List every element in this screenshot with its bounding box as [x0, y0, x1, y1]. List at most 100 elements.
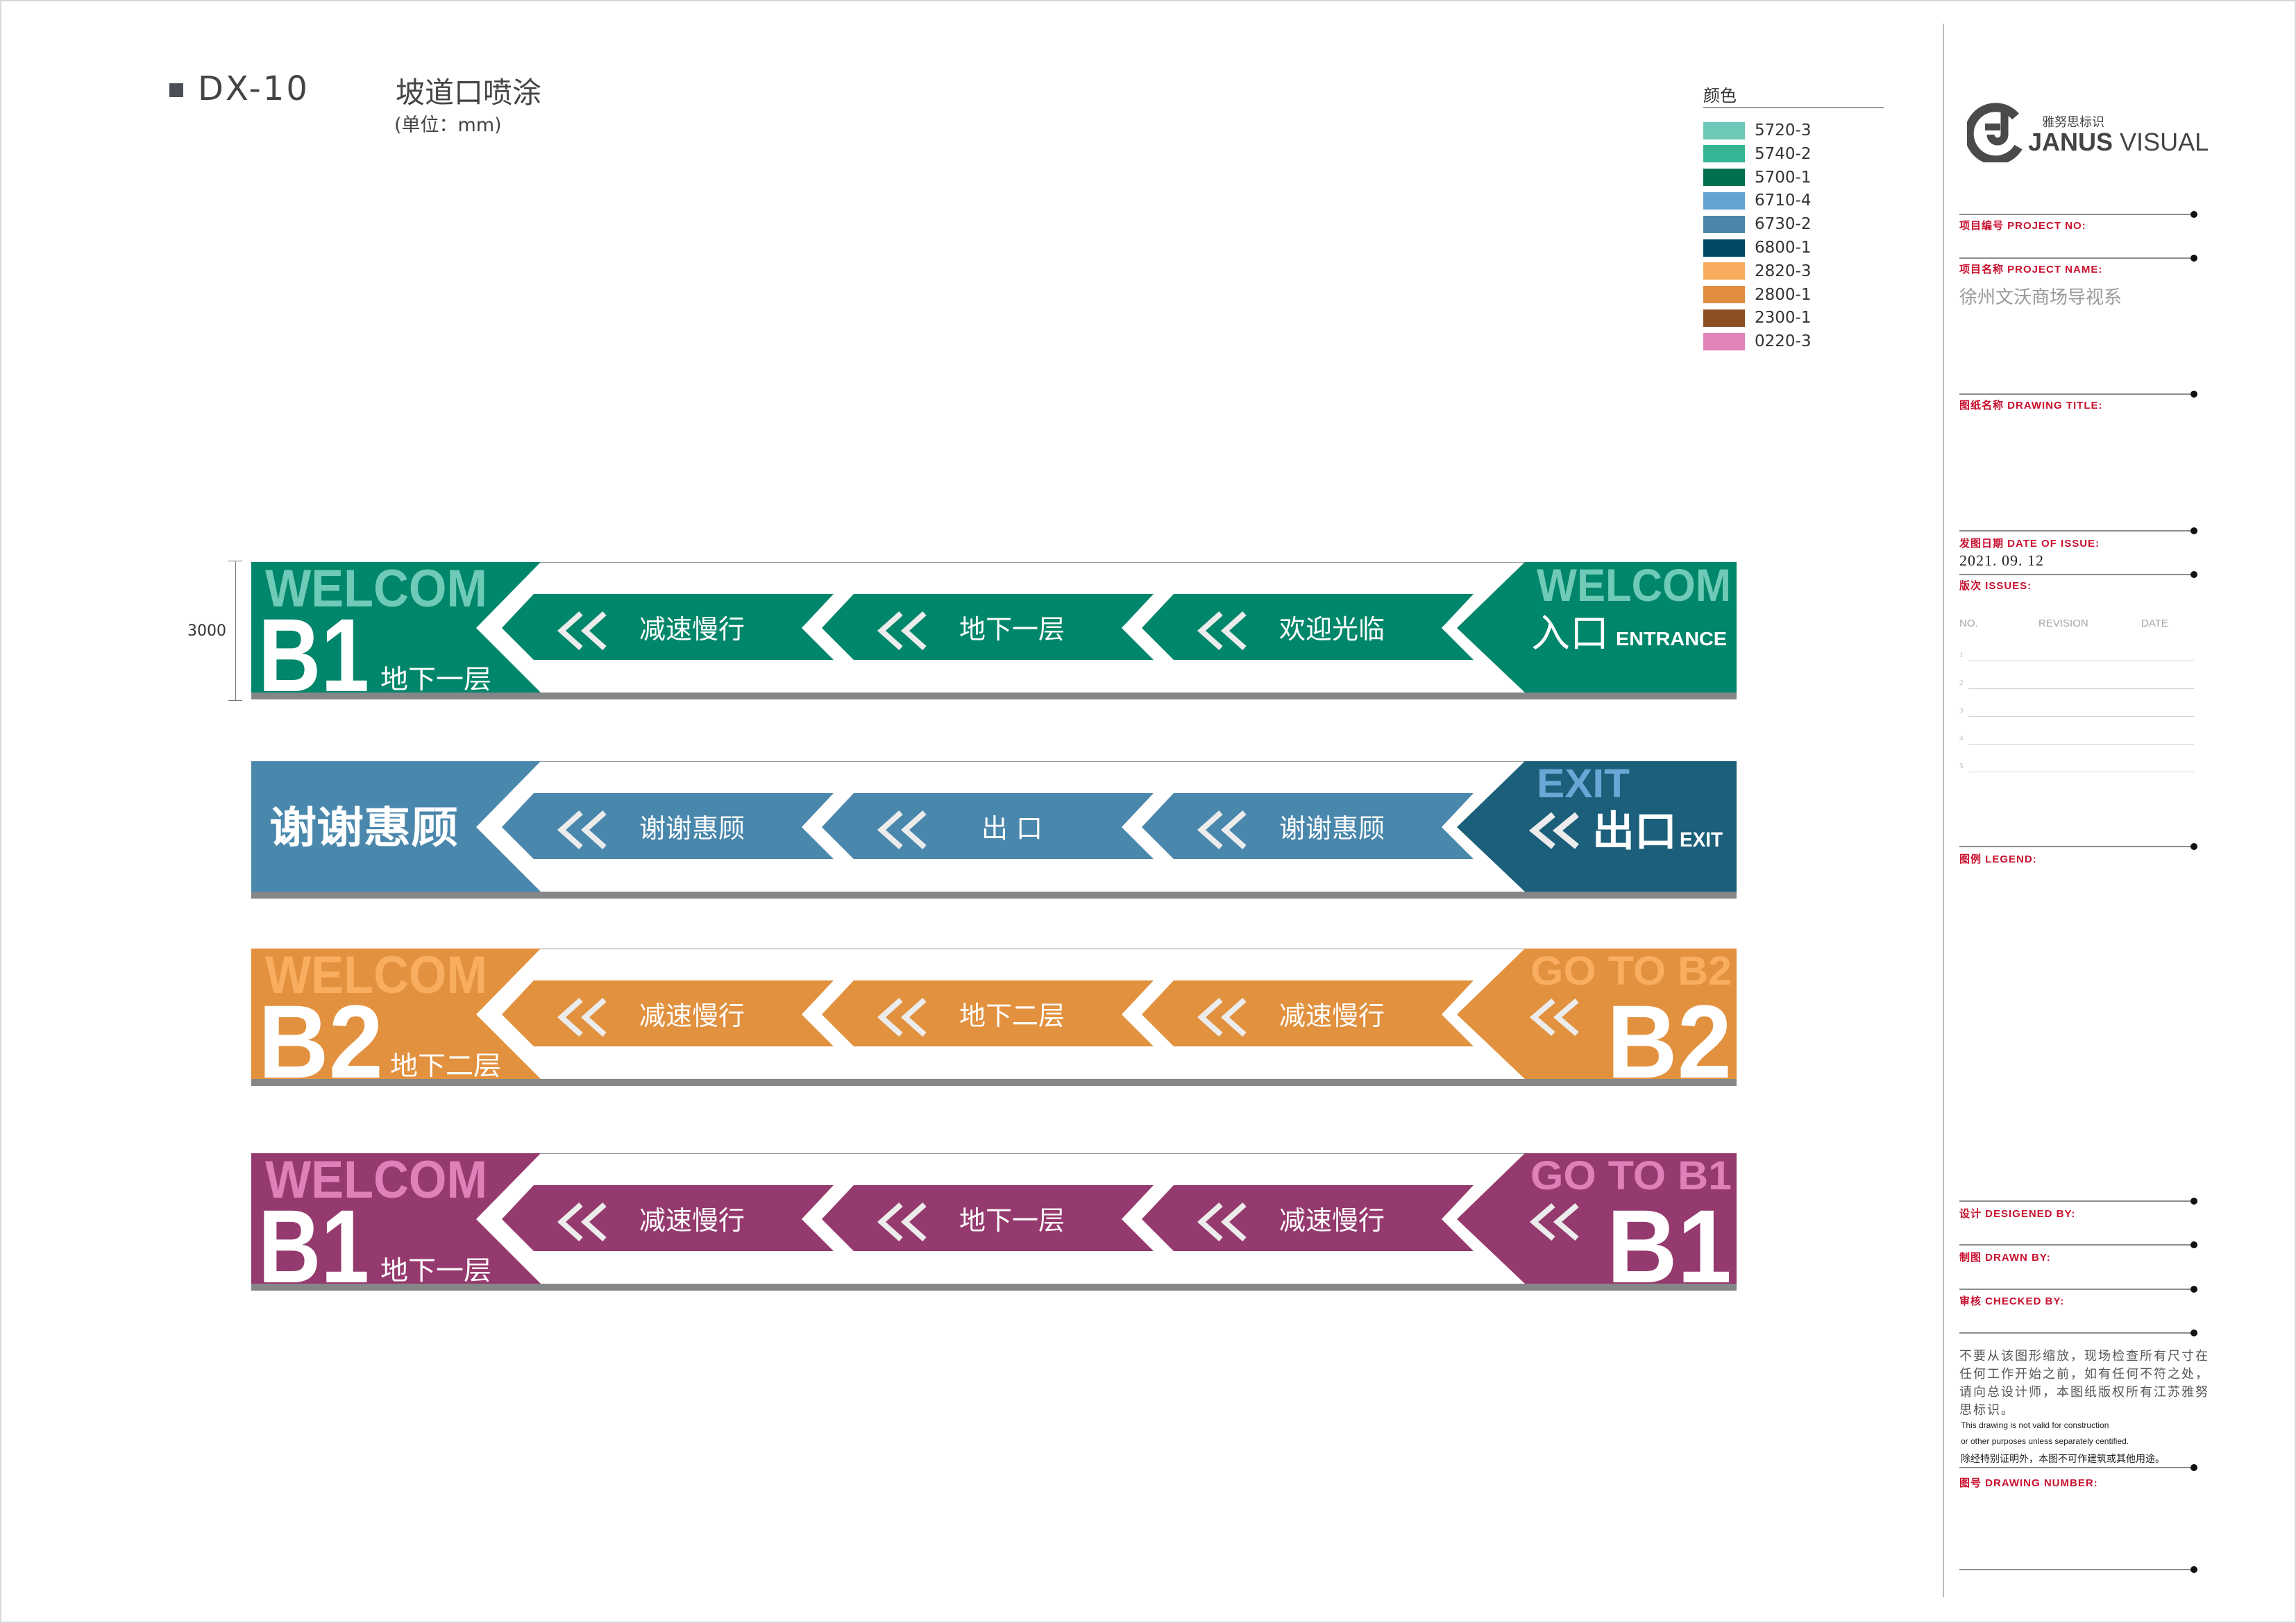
goto-floor: B1 — [1607, 1188, 1732, 1292]
drawing-title: 坡道口喷涂 — [396, 76, 542, 110]
issue-row-number: 5 — [1959, 762, 1964, 770]
color-swatch — [1703, 286, 1745, 304]
entrance-cn: 入口 — [1531, 611, 1609, 656]
right-block-shape — [1457, 949, 1737, 1079]
goto-floor: B2 — [1607, 983, 1732, 1087]
left-block-shape — [251, 761, 541, 892]
segment-arrow-shape — [822, 980, 1154, 1046]
color-swatch — [1703, 332, 1745, 350]
welcome-text: WELCOM — [265, 949, 487, 1005]
dimension-line — [235, 561, 236, 701]
color-swatch — [1703, 169, 1745, 187]
color-code: 0220-3 — [1755, 332, 1812, 351]
disclaimer-cn-line: 思标识。 — [1959, 1403, 2015, 1418]
issue-row-number: 2 — [1959, 679, 1964, 687]
chevron-left-icon — [877, 1203, 903, 1241]
chevron-left-icon — [1197, 998, 1223, 1037]
drawing-title-label: 图纸名称 DRAWING TITLE: — [1959, 400, 2103, 411]
title-block-rule — [1959, 571, 2197, 578]
segment-arrow-shape — [1142, 1185, 1474, 1251]
direction-segment: 地下一层 — [822, 1185, 1154, 1251]
rule-dot-icon — [2191, 255, 2197, 262]
floor-name-cn: 地下二层 — [390, 1051, 501, 1081]
color-legend-title: 颜色 — [1703, 86, 1737, 105]
segment-arrow-shape — [502, 793, 834, 859]
title-block-rule — [1959, 391, 2197, 398]
disclaimer-en-line: This drawing is not valid for constructi… — [1961, 1420, 2109, 1430]
direction-segment: 减速慢行 — [1142, 980, 1474, 1046]
banner-base-strip — [251, 1079, 1737, 1086]
left-block-shape — [251, 949, 541, 1079]
color-swatch — [1703, 215, 1745, 233]
welcome-text: WELCOM — [1537, 562, 1731, 611]
chevron-left-icon — [1529, 1203, 1555, 1241]
chevron-left-icon — [557, 1203, 583, 1241]
chevron-left-icon — [580, 611, 607, 650]
floor-code: B2 — [258, 983, 383, 1087]
segment-text: 减速慢行 — [1279, 1205, 1385, 1236]
logo-cn: 雅努思标识 — [2042, 115, 2104, 130]
drawing-code: DX-10 — [198, 69, 310, 108]
janus-logo — [1967, 103, 2023, 162]
logo-bar-icon — [1985, 124, 2000, 130]
project-name-label: 项目名称 PROJECT NAME: — [1959, 264, 2103, 275]
chevron-left-icon — [557, 810, 583, 849]
rule-dot-icon — [2191, 1329, 2197, 1336]
direction-segment: 欢迎光临 — [1142, 594, 1474, 660]
welcome-text: WELCOM — [265, 1153, 487, 1209]
rule-dot-icon — [2191, 1566, 2197, 1573]
chevron-left-icon — [1220, 810, 1247, 849]
color-code: 6710-4 — [1755, 192, 1812, 210]
direction-segment: 减速慢行 — [502, 1185, 834, 1251]
chevron-left-icon — [1553, 1203, 1579, 1241]
logo-j-icon — [1986, 108, 2009, 146]
color-legend-item: 5740-2 — [1703, 144, 1811, 164]
chevron-left-icon — [1197, 810, 1223, 849]
direction-segment: 减速慢行 — [502, 980, 834, 1046]
exit-title: EXIT — [1537, 761, 1630, 806]
color-code: 5700-1 — [1755, 168, 1812, 187]
banner-base-strip — [251, 692, 1737, 699]
segment-text: 减速慢行 — [639, 1205, 745, 1236]
segment-text: 谢谢惠顾 — [639, 813, 745, 844]
welcome-text: WELCOM — [265, 562, 487, 618]
disclaimer-cn2: 除经特别证明外，本图不可作建筑或其他用途。 — [1961, 1454, 2165, 1465]
entrance-en: ENTRANCE — [1616, 628, 1727, 649]
direction-segment: 减速慢行 — [1142, 1185, 1474, 1251]
title-block-rule — [1959, 211, 2197, 218]
color-swatch — [1703, 239, 1745, 257]
color-swatch — [1703, 262, 1745, 280]
segment-arrow-shape — [1142, 793, 1474, 859]
chevron-left-icon — [557, 998, 583, 1037]
chevron-left-icon — [1529, 998, 1555, 1037]
unit-label: (单位：mm) — [394, 114, 502, 136]
title-block-rule — [1959, 843, 2197, 850]
title-block-rule — [1959, 1198, 2197, 1205]
direction-segment: 地下一层 — [822, 594, 1154, 660]
banner-left-block: 谢谢惠顾 — [251, 761, 541, 892]
color-swatch — [1703, 192, 1745, 210]
direction-segment: 谢谢惠顾 — [502, 793, 834, 859]
chevron-left-icon — [1220, 1203, 1247, 1241]
disclaimer-cn-line: 不要从该图形缩放，现场检查所有尺寸在 — [1959, 1349, 2209, 1363]
segment-arrow-shape — [822, 793, 1154, 859]
chevron-left-icon — [877, 810, 903, 849]
rule-dot-icon — [2191, 1286, 2197, 1293]
segment-arrow-shape — [822, 1185, 1154, 1251]
date-label: 发图日期 DATE OF ISSUE: — [1959, 538, 2100, 550]
goto-title: GO TO B1 — [1530, 1153, 1732, 1198]
issue-row-number: 3 — [1959, 706, 1964, 715]
disclaimer-cn-line: 任何工作开始之前，如有任何不符之处， — [1959, 1367, 2209, 1382]
title-block-rule — [1959, 1329, 2197, 1336]
issue-row-line — [1968, 688, 2194, 689]
exit-cn: 出口 — [1592, 808, 1677, 856]
segment-text: 地下二层 — [959, 1001, 1065, 1031]
color-legend-item: 6710-4 — [1703, 191, 1811, 210]
chevron-left-icon — [580, 998, 607, 1037]
